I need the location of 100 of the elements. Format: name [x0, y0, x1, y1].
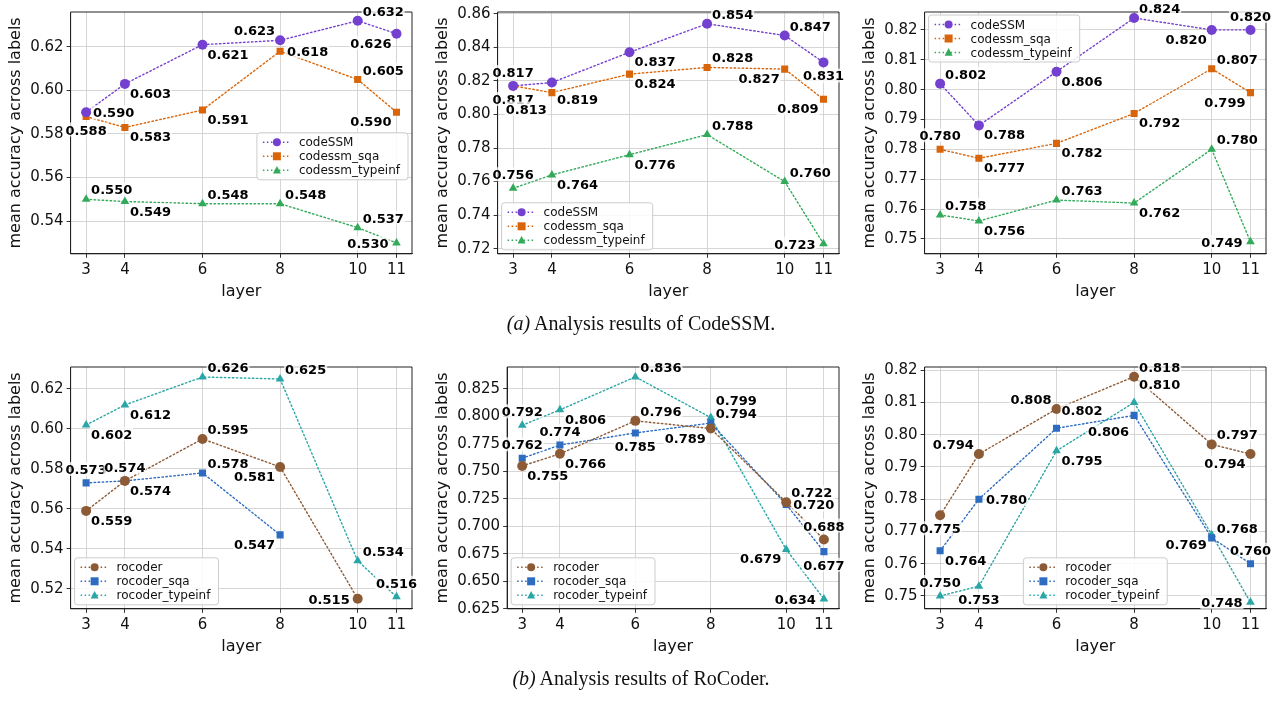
data-label: 0.762 [1139, 205, 1181, 221]
data-label: 0.774 [539, 424, 581, 440]
data-label: 0.794 [932, 437, 974, 453]
data-label: 0.794 [1204, 456, 1246, 472]
data-label: 0.515 [308, 591, 350, 607]
data-label: 0.548 [207, 186, 249, 202]
x-tick-label: 3 [508, 259, 518, 278]
x-tick-label: 3 [935, 259, 945, 278]
x-tick-label: 10 [776, 614, 796, 633]
x-tick-label: 4 [547, 259, 557, 278]
legend-label: codessm_typeinf [298, 163, 401, 178]
y-tick-label: 0.58 [30, 123, 64, 142]
y-tick-label: 0.76 [884, 553, 918, 572]
data-label: 0.677 [803, 557, 845, 573]
data-label: 0.792 [501, 404, 543, 420]
y-tick-label: 0.750 [457, 461, 501, 480]
data-label: 0.621 [207, 46, 249, 62]
data-label: 0.810 [1139, 377, 1181, 393]
data-label: 0.780 [985, 492, 1028, 508]
legend-label: rocoder_typeinf [1065, 588, 1160, 603]
x-tick-label: 8 [702, 259, 712, 278]
data-label: 0.766 [564, 455, 607, 471]
data-label: 0.688 [803, 518, 845, 534]
x-axis-title: layer [221, 635, 262, 655]
y-axis-title: mean accuracy across labels [4, 17, 24, 249]
data-label: 0.625 [285, 361, 327, 377]
y-tick-label: 0.78 [457, 137, 491, 156]
legend-label: codessm_typeinf [970, 45, 1073, 60]
y-tick-label: 0.60 [30, 80, 64, 99]
data-label: 0.634 [774, 591, 816, 607]
data-label: 0.612 [129, 406, 172, 422]
data-label: 0.827 [738, 71, 780, 87]
data-label: 0.792 [1139, 115, 1181, 131]
x-tick-label: 3 [517, 614, 527, 633]
data-label: 0.836 [640, 359, 682, 375]
y-tick-label: 0.78 [884, 139, 918, 158]
data-label: 0.785 [614, 438, 656, 454]
legend-label: codessm_sqa [298, 149, 380, 164]
data-label: 0.623 [233, 23, 276, 39]
data-label: 0.591 [207, 112, 249, 128]
data-label: 0.837 [634, 54, 676, 70]
legend-label: rocoder_typeinf [116, 588, 212, 603]
data-label: 0.550 [91, 182, 133, 198]
y-tick-label: 0.775 [457, 433, 501, 452]
y-tick-label: 0.825 [457, 378, 501, 397]
x-tick-label: 8 [275, 614, 285, 633]
data-label: 0.824 [634, 76, 676, 92]
x-tick-label: 4 [120, 614, 130, 633]
y-tick-label: 0.77 [884, 521, 918, 540]
data-label: 0.547 [233, 536, 276, 552]
data-label: 0.679 [740, 551, 782, 567]
y-tick-label: 0.84 [457, 37, 491, 56]
y-tick-label: 0.76 [457, 171, 491, 190]
y-tick-label: 0.80 [457, 104, 491, 123]
x-tick-label: 11 [386, 614, 407, 633]
x-tick-label: 11 [386, 259, 407, 278]
x-tick-label: 6 [624, 259, 635, 278]
data-label: 0.768 [1216, 520, 1258, 536]
data-label: 0.764 [945, 552, 987, 568]
data-label: 0.578 [207, 455, 249, 471]
data-label: 0.756 [983, 222, 1026, 238]
y-tick-label: 0.75 [884, 228, 918, 247]
data-label: 0.590 [93, 105, 135, 121]
y-tick-label: 0.82 [457, 70, 491, 89]
data-label: 0.796 [640, 403, 682, 419]
data-label: 0.626 [350, 35, 392, 51]
data-label: 0.763 [1061, 183, 1103, 199]
x-tick-label: 8 [706, 614, 716, 633]
y-tick-label: 0.62 [30, 378, 64, 397]
legend-label: rocoder [116, 560, 163, 575]
data-label: 0.818 [1139, 359, 1181, 375]
legend-label: codessm_typeinf [543, 233, 646, 248]
y-tick-label: 0.75 [884, 585, 918, 604]
data-label: 0.777 [983, 160, 1026, 176]
legend-label: codeSSM [543, 205, 599, 220]
y-tick-label: 0.76 [884, 198, 918, 217]
data-label: 0.516 [375, 575, 418, 591]
y-tick-label: 0.54 [30, 211, 64, 230]
data-label: 0.758 [945, 197, 987, 213]
y-tick-label: 0.54 [30, 538, 64, 557]
data-label: 0.794 [715, 406, 757, 422]
data-label: 0.605 [362, 62, 404, 78]
legend-label: codessm_sqa [543, 219, 624, 234]
data-label: 0.797 [1216, 427, 1258, 443]
x-tick-label: 3 [81, 259, 91, 278]
x-tick-label: 3 [935, 614, 945, 633]
data-label: 0.802 [945, 66, 987, 82]
data-label: 0.755 [527, 467, 569, 483]
data-label: 0.780 [919, 128, 961, 144]
y-tick-label: 0.52 [30, 578, 64, 597]
y-tick-label: 0.60 [30, 418, 64, 437]
x-tick-label: 8 [1129, 614, 1139, 633]
data-label: 0.764 [556, 176, 599, 192]
x-tick-label: 4 [974, 614, 984, 633]
x-tick-label: 4 [555, 614, 565, 633]
data-label: 0.847 [789, 18, 831, 34]
data-label: 0.534 [362, 543, 404, 559]
text: (a) Analysis results of CodeSSM. [505, 312, 777, 335]
data-label: 0.756 [492, 167, 534, 183]
y-axis-title: mean accuracy across labels [858, 17, 878, 249]
